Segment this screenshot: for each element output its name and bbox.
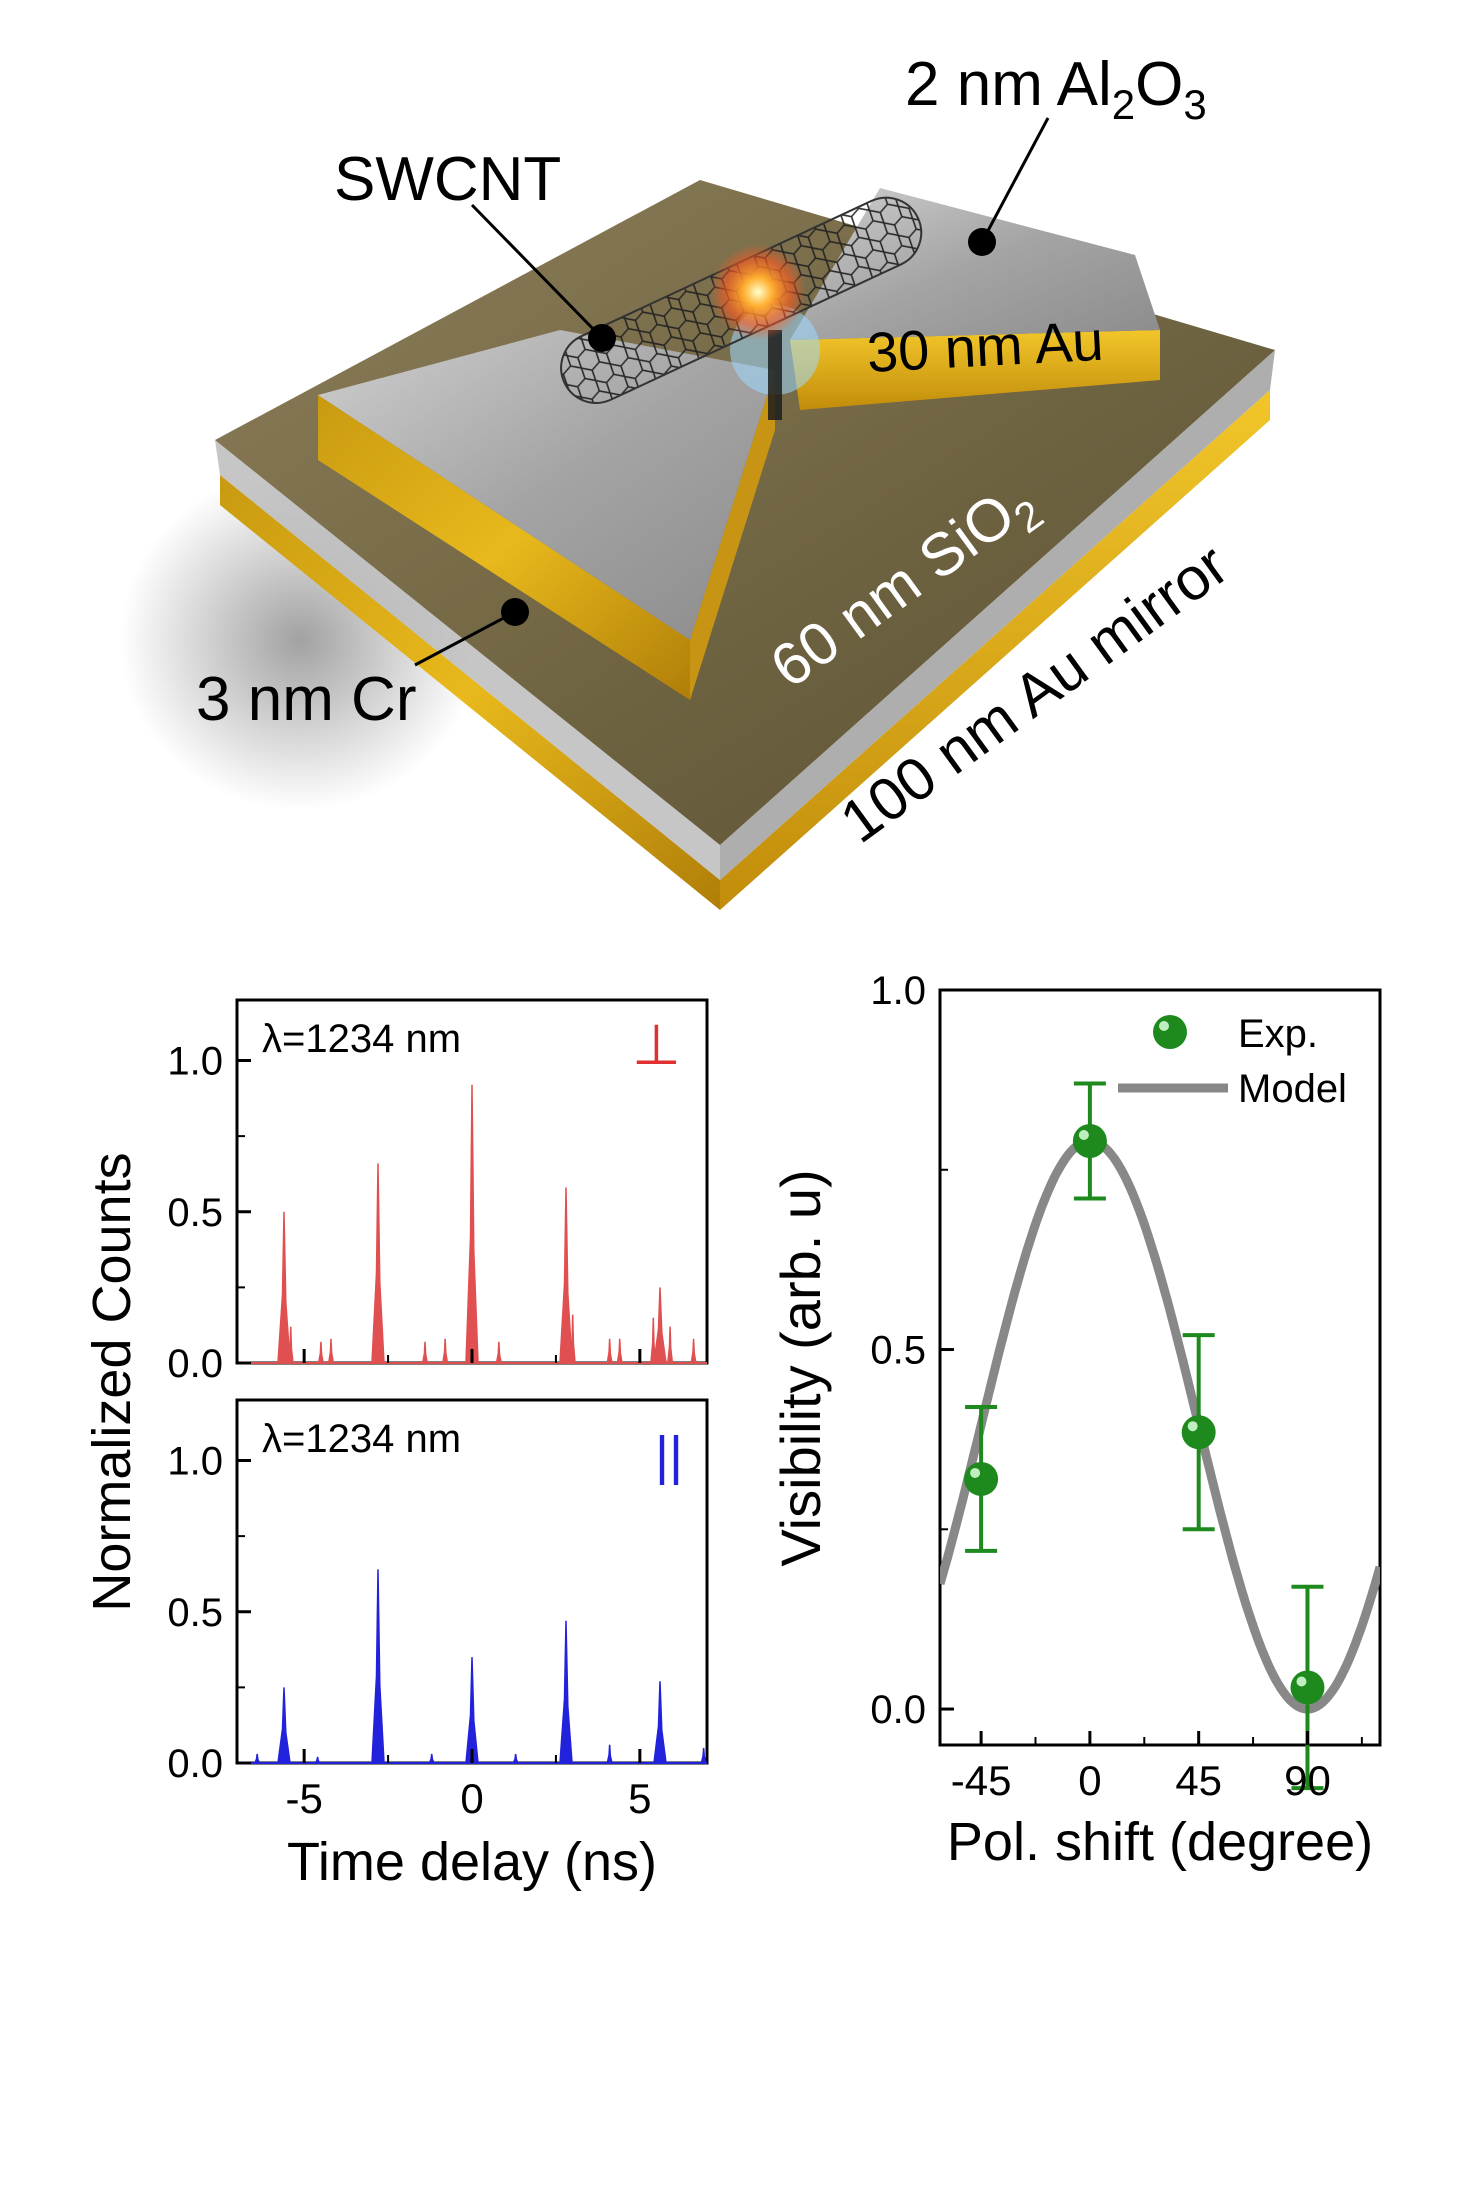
bottom-peak-0	[277, 1687, 291, 1764]
data-point-2	[1181, 1415, 1216, 1450]
data-point-3	[1290, 1670, 1325, 1705]
bottom-peak-3	[559, 1620, 573, 1764]
gap	[768, 330, 782, 420]
label-swcnt: SWCNT	[334, 145, 561, 214]
label-cr: 3 nm Cr	[196, 665, 416, 734]
legend-exp-marker-highlight	[1159, 1021, 1169, 1031]
bottom-polarization-symbol: ||	[655, 1426, 683, 1486]
swcnt-pointer	[470, 203, 604, 340]
experimental-points	[964, 1081, 1325, 1791]
top-noise-6	[317, 1341, 325, 1364]
model-curve-group	[940, 1136, 1380, 1714]
bottom-ytick-label-2: 1.0	[167, 1440, 223, 1484]
right-xlabel: Pol. shift (degree)	[947, 1812, 1373, 1872]
top-noise-9	[441, 1338, 449, 1364]
left-electrode-side	[690, 370, 775, 700]
left-electrode-front	[318, 395, 690, 700]
top-noise-7	[327, 1338, 335, 1364]
top-ytick-label-1: 0.5	[167, 1191, 223, 1235]
top-peak-4	[653, 1287, 667, 1364]
label-au30: 30 nm Au	[865, 309, 1105, 384]
right-ytick-label-0: 0.0	[870, 1688, 926, 1732]
right-panel-frame	[938, 988, 1382, 1747]
top-noise-16	[690, 1338, 697, 1364]
swcnt-dot	[588, 324, 616, 352]
cr-dot	[501, 598, 529, 626]
bottom-peak-4	[653, 1681, 667, 1764]
data-point-highlight-3	[1296, 1676, 1307, 1687]
data-point-0	[964, 1461, 999, 1496]
sio2-front-face	[720, 350, 1275, 880]
bottom-noise-7	[428, 1753, 436, 1764]
device-schematic: 2 nm Al2O3 SWCNT 30 nm Au 60 nm SiO2 100…	[120, 50, 1275, 910]
top-annotation: λ=1234 nm	[262, 1017, 461, 1061]
top-ytick-label-0: 0.0	[167, 1342, 223, 1386]
top-noise-8	[421, 1341, 429, 1364]
right-ylabel: Visibility (arb. u)	[769, 1169, 832, 1566]
al2o3-pointer	[980, 117, 1050, 243]
top-y-axis: 0.0 0.5 1.0	[167, 1040, 642, 1386]
bottom-peak-2	[465, 1657, 479, 1764]
bottom-axes: 0.0 0.5 1.0 -5 0 5	[167, 1440, 651, 1823]
bottom-ytick-label-0: 0.0	[167, 1742, 223, 1786]
left-ylabel: Normalized Counts	[82, 1152, 142, 1611]
bottom-series	[237, 1569, 707, 1764]
data-point-1	[1072, 1124, 1107, 1158]
left-electrode-top	[318, 330, 775, 640]
bottom-noise-5	[253, 1753, 261, 1764]
legend-exp-marker	[1153, 1015, 1187, 1049]
bottom-ytick-label-1: 0.5	[167, 1591, 223, 1635]
label-al2o3: 2 nm Al2O3	[905, 50, 1207, 128]
data-point-highlight-0	[970, 1467, 981, 1478]
emission-hotspot	[710, 244, 806, 340]
top-peak-0	[277, 1211, 291, 1364]
bottom-noise-8	[512, 1753, 520, 1764]
bottom-xtick-label-2: 5	[628, 1775, 651, 1822]
cr-pointer	[414, 610, 516, 667]
top-noise-13	[616, 1338, 623, 1364]
au-mirror-front-face	[720, 390, 1270, 910]
top-peak-3	[559, 1187, 573, 1364]
bottom-noise-9	[606, 1744, 613, 1764]
legend: Exp. Model	[1118, 1012, 1347, 1111]
right-electrode-front	[790, 330, 1160, 410]
right-axes: 0.0 0.5 1.0 -45 0 45 90	[870, 969, 1363, 1804]
bottom-xtick-label-1: 0	[460, 1775, 483, 1822]
legend-model-label: Model	[1238, 1067, 1347, 1111]
model-curve	[940, 1136, 1380, 1714]
top-noise-10	[495, 1341, 503, 1364]
top-series	[237, 1084, 707, 1364]
top-peak-2	[465, 1084, 479, 1364]
bottom-annotation: λ=1234 nm	[262, 1417, 461, 1461]
right-xtick-label-3: 90	[1284, 1757, 1331, 1804]
right-ytick-label-1: 0.5	[870, 1329, 926, 1373]
left-xlabel: Time delay (ns)	[287, 1832, 657, 1892]
right-ytick-label-2: 1.0	[870, 969, 926, 1013]
bottom-xtick-label-0: -5	[285, 1775, 322, 1822]
top-polarization-symbol: ⊥	[632, 1013, 681, 1076]
legend-exp-label: Exp.	[1238, 1012, 1318, 1056]
top-noise-14	[650, 1317, 657, 1364]
top-ytick-label-2: 1.0	[167, 1040, 223, 1084]
bottom-peak-1	[371, 1569, 385, 1764]
top-noise-12	[606, 1338, 613, 1364]
right-xtick-label-0: -45	[951, 1757, 1012, 1804]
visibility-plot: 0.0 0.5 1.0 -45 0 45 90 Exp. Model Visibility …	[769, 969, 1382, 1872]
au-mirror-left-face	[220, 475, 720, 910]
right-xtick-label-2: 45	[1175, 1757, 1222, 1804]
al2o3-dot	[968, 228, 996, 256]
bottom-noise-10	[700, 1747, 707, 1764]
g2-histograms: 0.0 0.5 1.0 λ=1234 nm ⊥ 0.0 0.5 1.0 -5 0 5 λ=12…	[82, 998, 709, 1892]
right-xtick-label-1: 0	[1078, 1757, 1101, 1804]
data-point-highlight-2	[1187, 1421, 1198, 1432]
top-noise-15	[666, 1326, 674, 1364]
data-point-highlight-1	[1078, 1130, 1089, 1140]
sio2-left-face	[215, 440, 720, 880]
top-peak-1	[371, 1163, 385, 1364]
